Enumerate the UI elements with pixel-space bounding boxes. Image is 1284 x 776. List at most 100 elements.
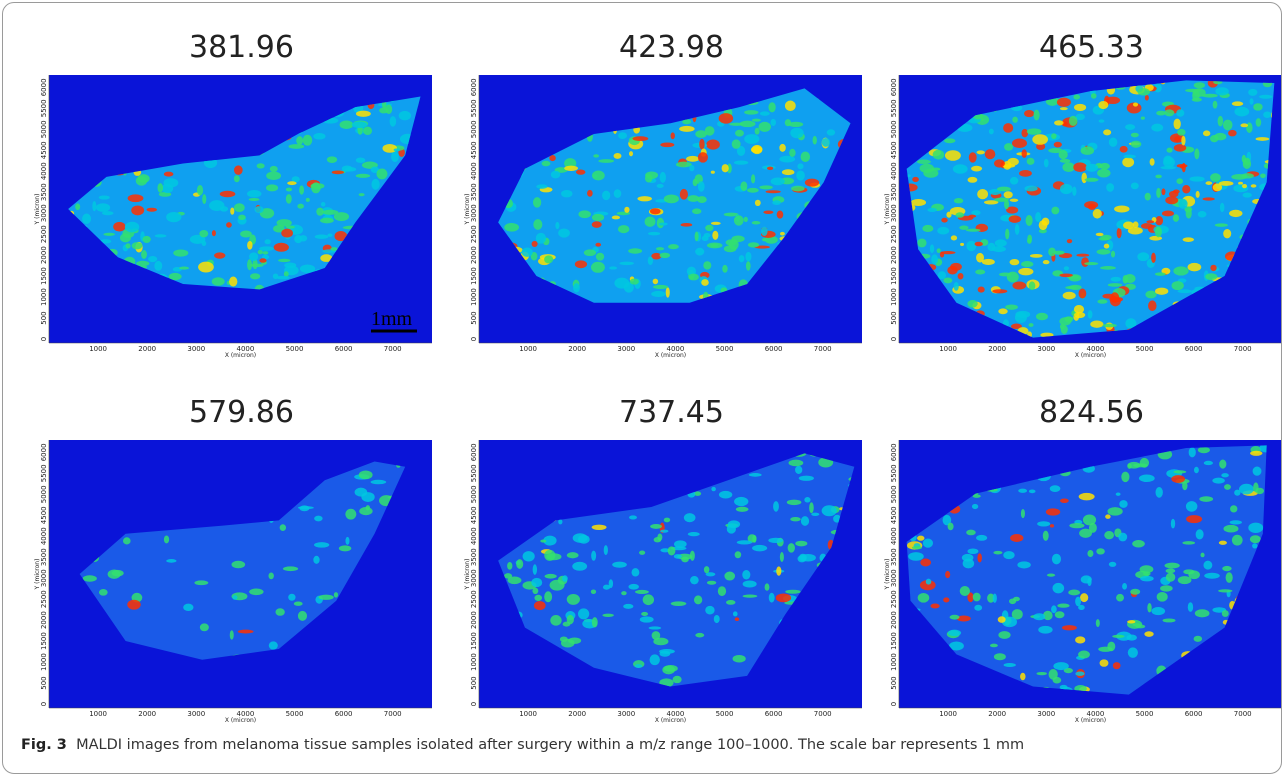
intensity-spot [1079,493,1095,500]
intensity-spot [770,119,776,126]
intensity-spot [1047,574,1055,577]
intensity-spot [1194,636,1203,642]
intensity-spot [313,556,319,564]
intensity-spot [602,614,614,617]
y-tick-label: 2000 [890,246,898,264]
intensity-spot [930,604,939,609]
intensity-spot [688,274,699,281]
intensity-spot [749,473,762,477]
x-tick-label: 3000 [617,345,635,353]
intensity-spot [653,285,668,289]
intensity-spot [1128,647,1138,658]
intensity-spot [1221,473,1229,477]
intensity-spot [1253,482,1258,492]
intensity-spot [951,235,957,240]
y-tick-label: 2500 [890,225,898,243]
intensity-spot [1024,110,1034,117]
intensity-spot [704,566,709,573]
intensity-spot [1064,266,1069,270]
intensity-spot [1259,95,1272,99]
intensity-spot [911,199,926,206]
intensity-spot [804,497,810,502]
intensity-spot [1174,144,1187,151]
intensity-spot [356,174,370,178]
intensity-spot [1051,133,1056,139]
intensity-spot [977,553,982,562]
intensity-spot [1117,228,1122,238]
intensity-spot [345,537,349,545]
y-tick-label: 1000 [40,288,48,306]
panel-title: 737.45 [619,395,724,430]
intensity-spot [703,261,711,269]
intensity-spot [576,169,585,174]
intensity-spot [558,519,562,524]
x-tick-label: 2000 [138,710,156,718]
x-tick-label: 1000 [939,345,957,353]
intensity-spot [250,264,263,268]
intensity-spot [701,279,709,286]
intensity-spot [744,110,758,115]
intensity-spot [572,562,587,571]
intensity-spot [680,223,692,227]
intensity-spot [1139,474,1155,482]
intensity-spot [1188,602,1193,612]
intensity-spot [695,633,704,638]
intensity-spot [534,601,546,610]
intensity-spot [238,630,254,634]
intensity-spot [1241,173,1254,178]
intensity-spot [131,205,144,215]
intensity-spot [1164,109,1174,116]
intensity-spot [504,223,519,232]
y-tick-label: 1000 [470,288,478,306]
intensity-spot [787,500,802,505]
intensity-spot [1250,451,1262,456]
intensity-spot [297,204,304,209]
intensity-spot [340,120,354,128]
intensity-spot [993,593,997,602]
intensity-spot [561,190,572,197]
x-axis-label: X (micron) [655,352,686,359]
intensity-spot [744,134,759,144]
y-tick-label: 1000 [890,653,898,671]
intensity-spot [573,533,588,543]
intensity-spot [917,238,926,247]
intensity-spot [286,188,292,192]
x-tick-label: 3000 [1037,710,1055,718]
intensity-spot [649,626,662,629]
intensity-spot [533,197,541,207]
intensity-spot [1060,184,1073,194]
intensity-spot [1096,233,1104,236]
intensity-spot [274,243,289,252]
intensity-spot [788,543,795,552]
intensity-spot [684,513,696,522]
intensity-spot [352,122,368,129]
intensity-spot [992,289,1007,293]
intensity-spot [1096,619,1100,627]
y-tick-label: 3000 [40,569,48,587]
intensity-spot [704,233,711,237]
intensity-spot [1213,183,1222,191]
intensity-spot [604,545,608,555]
intensity-spot [247,259,252,270]
intensity-spot [1230,520,1242,524]
intensity-spot [1205,273,1217,280]
intensity-spot [550,615,561,626]
intensity-spot [99,589,108,596]
intensity-spot [1072,186,1076,196]
intensity-spot [732,139,741,148]
intensity-spot [154,261,162,271]
intensity-spot [946,212,951,218]
y-tick-label: 6000 [890,78,898,96]
intensity-spot [1009,215,1021,222]
x-tick-label: 6000 [335,710,353,718]
intensity-spot [1125,124,1135,130]
scale-bar-label: 1mm [371,308,413,330]
intensity-spot [199,230,208,237]
intensity-spot [1160,585,1173,591]
intensity-spot [612,562,627,568]
intensity-spot [1005,229,1009,240]
intensity-spot [718,586,726,596]
y-tick-label: 0 [40,337,48,341]
intensity-spot [1038,626,1052,634]
y-tick-label: 5000 [40,120,48,138]
